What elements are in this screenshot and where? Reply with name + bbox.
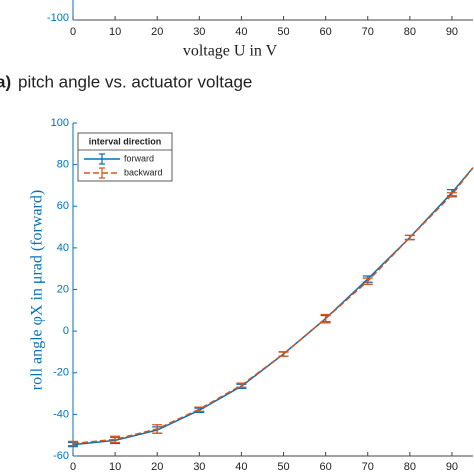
- x-axis-label: voltage U in V: [183, 43, 278, 60]
- error-bar: [110, 435, 121, 444]
- x-tick-label: 10: [109, 26, 121, 38]
- x-tick-label: 90: [446, 461, 458, 473]
- x-tick-label: 70: [362, 461, 374, 473]
- y-tick-label: 100: [51, 117, 69, 129]
- error-bar: [194, 406, 205, 412]
- legend-swatch-err: [99, 153, 105, 165]
- y-tick-label: 60: [57, 200, 69, 212]
- x-tick-label: 70: [362, 26, 374, 38]
- y-tick-label: -40: [53, 408, 69, 420]
- x-tick-label: 10: [109, 461, 121, 473]
- x-tick-label: 80: [404, 461, 416, 473]
- x-tick-label: 30: [193, 26, 205, 38]
- error-bar: [320, 313, 331, 324]
- x-tick-label: 60: [320, 461, 332, 473]
- y-tick-label: -20: [53, 367, 69, 379]
- y-axis-label: roll angle φX in μrad (forward): [29, 190, 46, 390]
- legend-label: forward: [124, 153, 154, 163]
- x-tick-label: 0: [70, 461, 76, 473]
- x-tick-label: 20: [151, 461, 163, 473]
- y-tick-label: 40: [57, 242, 69, 254]
- x-tick-label: 40: [235, 26, 247, 38]
- error-bar: [278, 351, 289, 357]
- legend-label: backward: [124, 167, 163, 177]
- y-tick-label: -60: [53, 450, 69, 462]
- x-tick-label: 50: [277, 26, 289, 38]
- x-tick-label: 80: [404, 26, 416, 38]
- series-line: [72, 167, 474, 446]
- y-tick-label: 0: [63, 325, 69, 337]
- error-bar: [236, 382, 247, 388]
- x-tick-label: 30: [193, 461, 205, 473]
- y-tick-label: -100: [47, 12, 69, 24]
- error-bar: [362, 277, 373, 285]
- caption-text: pitch angle vs. actuator voltage: [18, 72, 252, 91]
- error-bar: [152, 424, 163, 434]
- x-tick-label: 60: [320, 26, 332, 38]
- y-tick-label: 80: [57, 159, 69, 171]
- legend-title: interval direction: [89, 136, 162, 146]
- y-tick-label: 20: [57, 283, 69, 295]
- legend-swatch-err: [99, 167, 105, 179]
- error-bar: [68, 440, 78, 447]
- x-tick-label: 0: [70, 26, 76, 38]
- x-tick-label: 40: [235, 461, 247, 473]
- caption-label: a): [0, 72, 11, 91]
- x-tick-label: 20: [151, 26, 163, 38]
- error-bar: [404, 234, 415, 241]
- x-tick-label: 50: [277, 461, 289, 473]
- series-line: [72, 167, 474, 445]
- error-bar: [446, 192, 457, 198]
- x-tick-label: 90: [446, 26, 458, 38]
